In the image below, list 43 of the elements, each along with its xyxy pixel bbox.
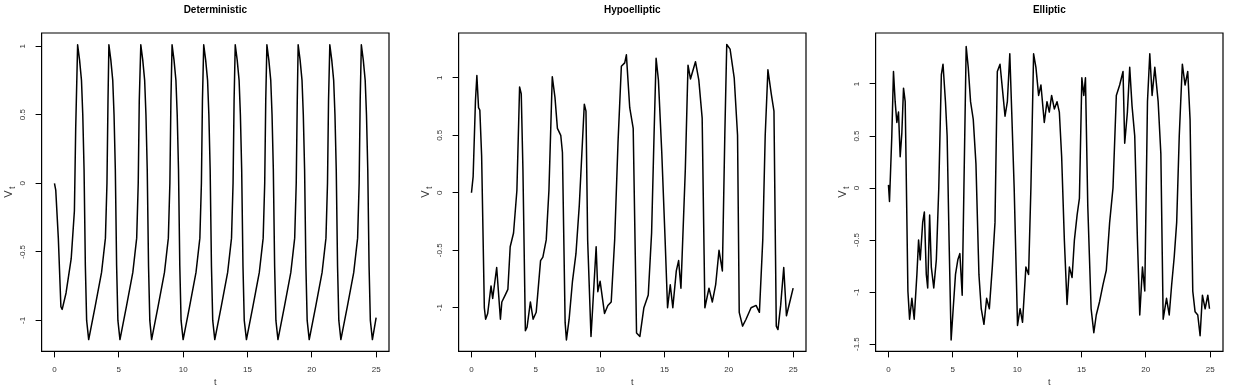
x-tick-label: 5 [533, 365, 539, 375]
x-tick-label: 25 [1205, 365, 1216, 375]
chart-title: Deterministic [183, 3, 248, 15]
y-tick-label: 0 [17, 180, 27, 186]
y-tick-label: 0.5 [434, 129, 444, 141]
y-tick-label: 1 [17, 43, 27, 49]
y-tick-label: -1 [851, 287, 861, 296]
y-tick-label: 0 [851, 185, 861, 191]
y-tick-label: -0.5 [17, 244, 27, 259]
x-tick-label: 20 [724, 365, 734, 375]
y-tick-label: -1 [434, 303, 444, 312]
x-axis-title: t [631, 377, 635, 388]
y-axis-title: Vt [836, 186, 851, 198]
y-tick-label: 0 [434, 190, 444, 195]
y-tick-label: 1 [851, 81, 861, 87]
y-tick-label: 0.5 [17, 108, 27, 121]
x-tick-label: 10 [1012, 365, 1023, 375]
x-tick-label: 25 [371, 365, 382, 375]
x-axis-title: t [1048, 377, 1052, 388]
x-axis-title: t [214, 377, 218, 388]
x-tick-label: 5 [116, 365, 122, 375]
y-tick-label: -0.5 [851, 232, 861, 247]
x-tick-label: 20 [307, 365, 317, 375]
y-tick-label: 1 [434, 75, 444, 81]
x-tick-label: 5 [950, 365, 956, 375]
y-axis-title: Vt [419, 186, 434, 198]
x-tick-label: 15 [660, 365, 670, 375]
chart-title: Hypoelliptic [603, 3, 662, 15]
x-tick-label: 0 [469, 365, 475, 375]
y-tick-label: -1 [17, 316, 27, 324]
x-tick-label: 10 [595, 365, 606, 375]
x-tick-label: 15 [243, 365, 253, 375]
x-tick-label: 0 [52, 365, 58, 375]
x-tick-label: 15 [1077, 365, 1087, 375]
y-tick-label: -0.5 [434, 242, 444, 258]
x-tick-label: 25 [788, 365, 799, 375]
x-tick-label: 0 [886, 365, 892, 375]
x-tick-label: 20 [1141, 365, 1151, 375]
y-axis-title: Vt [2, 186, 17, 198]
y-tick-label: 0.5 [851, 129, 861, 142]
y-tick-label: -1.5 [851, 336, 861, 352]
x-tick-label: 10 [178, 365, 189, 375]
chart-title: Elliptic [1032, 3, 1067, 15]
